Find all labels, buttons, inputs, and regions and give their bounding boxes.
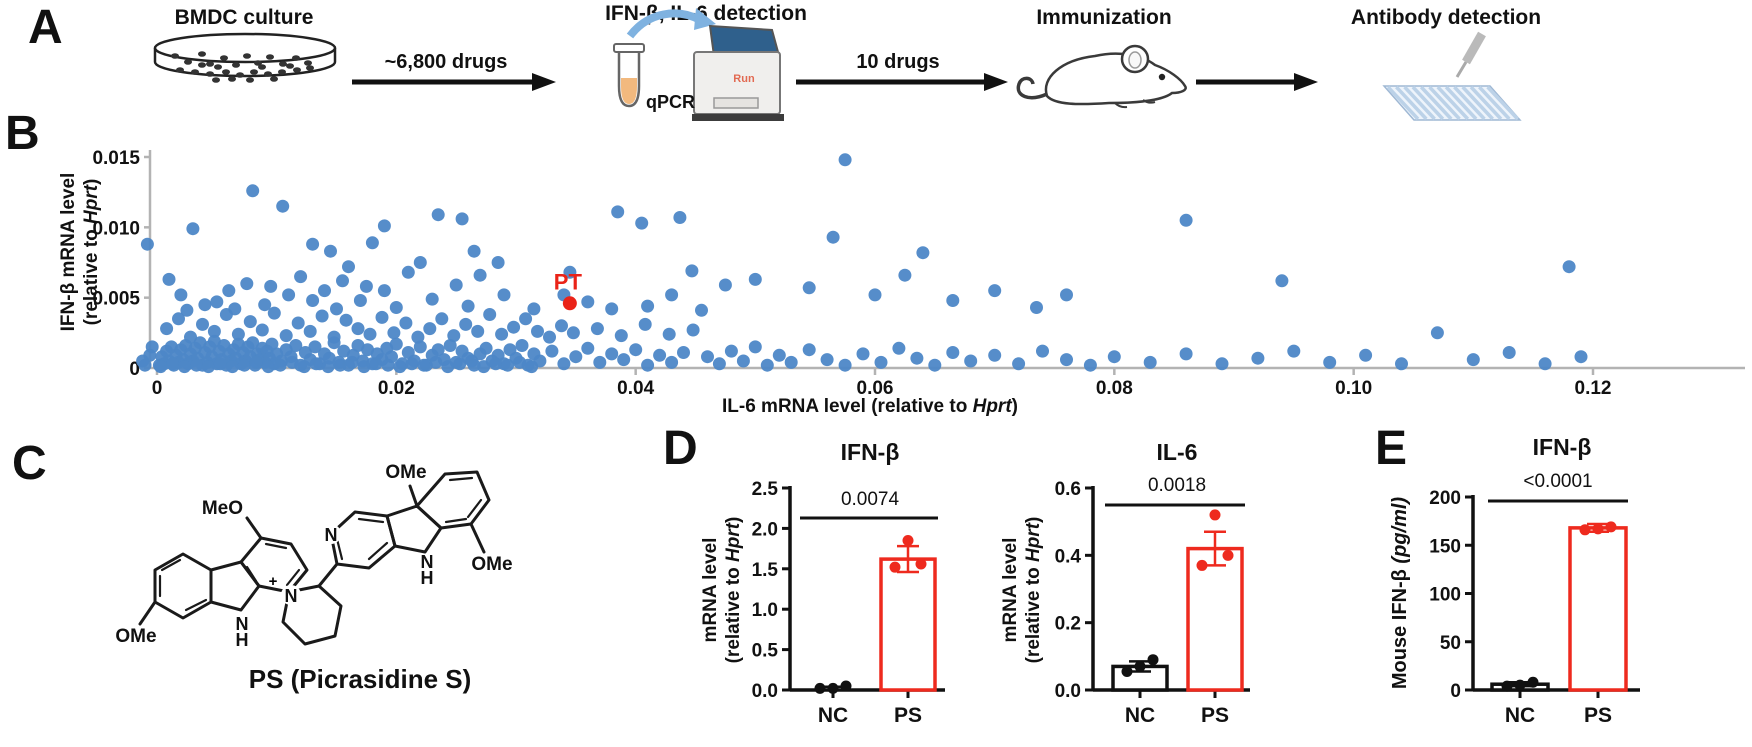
nh-left-h: H [236, 630, 249, 650]
svg-text:1.5: 1.5 [752, 560, 779, 581]
arrow-1 [352, 73, 556, 91]
svg-text:0: 0 [129, 359, 140, 380]
panel-b-label: B [5, 107, 40, 160]
scatter-y-title-line2: (relative to [81, 224, 102, 326]
svg-text:0.10: 0.10 [1335, 378, 1372, 399]
immunization-label: Immunization [1036, 6, 1171, 29]
svg-text:0.0074: 0.0074 [841, 489, 900, 510]
svg-text:0: 0 [1450, 681, 1461, 702]
svg-text:0.015: 0.015 [92, 148, 140, 169]
scatter-x-axis-title: IL-6 mRNA level (relative to Hprt) [722, 396, 1018, 417]
nh-right-n: N [421, 552, 434, 572]
plate-pipette-icon [1382, 31, 1522, 121]
svg-text:0.5: 0.5 [752, 641, 779, 662]
bar-chart-ifnb-mrna: 0.0 0.5 1.0 1.5 2.0 2.5 NC PS IFN-β 0.0074 [752, 439, 945, 727]
svg-text:0.010: 0.010 [92, 218, 140, 239]
arrow-2 [796, 73, 1008, 91]
svg-text:<0.0001: <0.0001 [1523, 471, 1592, 492]
svg-text:NC: NC [818, 704, 848, 727]
panel-c-label: C [12, 437, 47, 490]
svg-text:150: 150 [1429, 536, 1461, 557]
scatter-plot: 0 0.005 0.010 0.015 0 0.02 0.04 0.06 0.08 0.10 0.1… [92, 148, 1745, 399]
svg-text:IFN-β: IFN-β [1533, 434, 1592, 460]
qpcr-machine-icon: Run [692, 24, 784, 121]
scatter-y-title-italic: Hprt [81, 184, 102, 225]
machine-run-text: Run [733, 73, 755, 85]
chemical-structure: MeO OMe OMe OMe N N + N H N H [115, 462, 512, 650]
bar3-y-axis-title: Mouse IFN-β (pg/ml) [1389, 496, 1411, 690]
ome-top-label: OMe [385, 462, 426, 483]
workflow-diagram: BMDC culture ~6,800 drugs IFN-β, IL-6 de… [153, 2, 1541, 121]
mouse-icon [1016, 44, 1187, 109]
svg-text:NC: NC [1505, 704, 1535, 727]
svg-text:0.6: 0.6 [1055, 479, 1081, 500]
panel-a-label: A [28, 1, 63, 54]
svg-text:NC: NC [1125, 704, 1155, 727]
bar-chart-il6-mrna: 0.0 0.2 0.4 0.6 NC PS IL-6 0.0018 [1055, 439, 1250, 727]
svg-text:0.0018: 0.0018 [1148, 475, 1206, 496]
n-plus-bg [281, 585, 301, 605]
svg-text:100: 100 [1429, 585, 1461, 606]
meo-label: MeO [202, 498, 243, 519]
svg-text:PT: PT [554, 269, 583, 294]
panel-e-label: E [1375, 422, 1408, 475]
svg-text:0.12: 0.12 [1575, 378, 1612, 399]
svg-text:2.5: 2.5 [752, 479, 779, 500]
svg-text:0.0: 0.0 [1055, 681, 1081, 702]
plus-sign: + [269, 573, 278, 590]
bmdc-culture-label: BMDC culture [175, 6, 314, 29]
bar-chart-mouse-ifnb: 0 50 100 150 200 NC PS IFN-β <0.0001 [1429, 434, 1640, 727]
bar2-y-axis-title: mRNA level (relative to Hprt) [1000, 516, 1044, 664]
svg-text:0.04: 0.04 [617, 378, 654, 399]
scatter-y-title-line1: IFN-β mRNA level [58, 172, 79, 332]
svg-text:PS: PS [1201, 704, 1229, 727]
qpcr-label: qPCR [646, 92, 695, 112]
svg-text:1.0: 1.0 [752, 600, 778, 621]
petri-dish-icon [153, 32, 337, 83]
svg-text:0: 0 [152, 378, 163, 399]
arrow-3 [1196, 73, 1318, 91]
svg-text:0.02: 0.02 [378, 378, 415, 399]
svg-text:0.2: 0.2 [1055, 614, 1081, 635]
nh-right-h: H [421, 568, 434, 588]
svg-text:50: 50 [1440, 633, 1461, 654]
svg-text:0.06: 0.06 [857, 378, 894, 399]
svg-text:PS: PS [1584, 704, 1612, 727]
panel-d-label: D [663, 422, 698, 475]
svg-text:0.0: 0.0 [752, 681, 778, 702]
svg-text:PS: PS [894, 704, 922, 727]
ome-right-label: OMe [471, 554, 512, 575]
drugs2-label: 10 drugs [856, 51, 939, 73]
ome-bottom-label: OMe [115, 626, 156, 647]
n-pyridine-label: N [325, 525, 338, 545]
antibody-detection-label: Antibody detection [1351, 6, 1541, 29]
svg-text:0.005: 0.005 [92, 289, 140, 310]
tube-icon [613, 43, 645, 108]
svg-text:0.4: 0.4 [1055, 546, 1082, 567]
scatter-y-axis-title: IFN-β mRNA level (relative to Hprt) [58, 172, 102, 332]
svg-text:2.0: 2.0 [752, 519, 778, 540]
svg-text:200: 200 [1429, 488, 1461, 509]
compound-caption: PS (Picrasidine S) [248, 664, 472, 694]
n-pyridine-bg [321, 524, 341, 544]
svg-text:IL-6: IL-6 [1157, 439, 1198, 465]
structure-bonds [138, 470, 491, 646]
svg-text:IFN-β: IFN-β [841, 439, 900, 465]
n-plus-label: N [285, 586, 298, 606]
bar1-y-axis-title: mRNA level (relative to Hprt) [700, 516, 744, 664]
svg-text:0.08: 0.08 [1096, 378, 1133, 399]
drugs1-label: ~6,800 drugs [385, 51, 508, 73]
curved-arrow-icon [626, 8, 716, 39]
nh-left-n: N [236, 614, 249, 634]
